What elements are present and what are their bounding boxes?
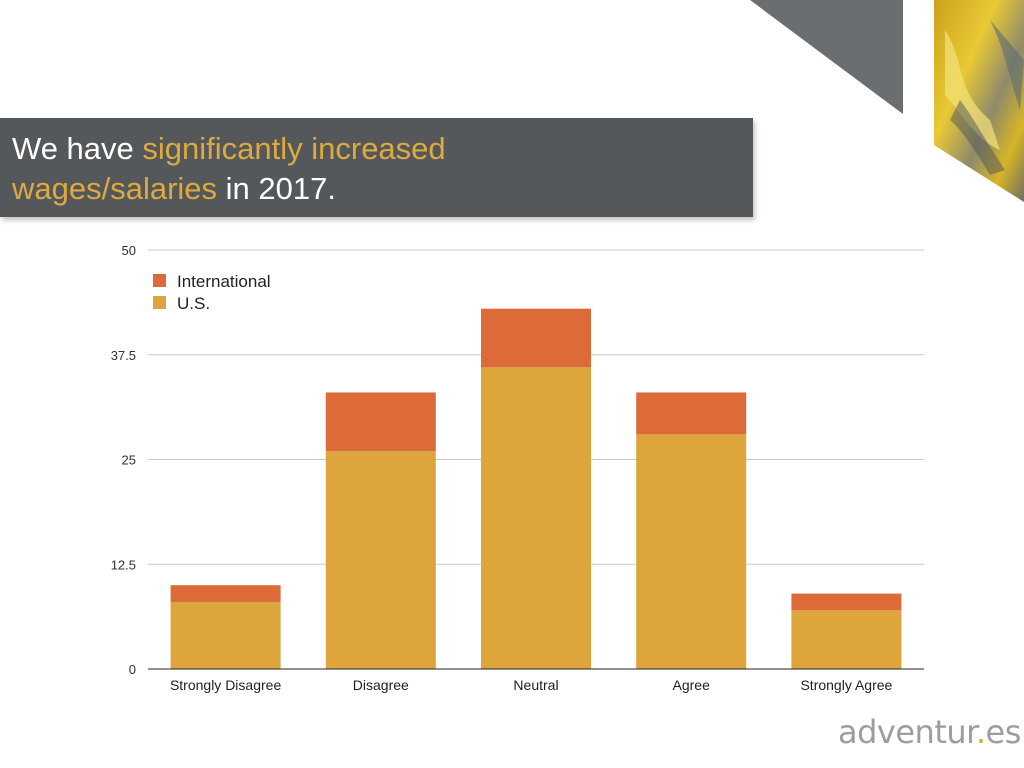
y-tick-label: 25 — [122, 453, 136, 468]
painting-image — [934, 0, 1024, 202]
gray-triangle-shape — [750, 0, 903, 114]
y-tick-label: 12.5 — [111, 557, 136, 572]
x-tick-label: Strongly Agree — [800, 677, 892, 693]
x-tick-label: Neutral — [513, 677, 558, 693]
bar-international-3 — [636, 392, 747, 435]
legend-label: International — [177, 272, 271, 291]
title-highlight-1: significantly increased — [142, 131, 446, 166]
x-tick-label: Disagree — [353, 677, 409, 693]
bar-u-s--4 — [791, 610, 902, 669]
title-part-1: We have — [12, 131, 143, 166]
y-tick-label: 37.5 — [111, 348, 136, 363]
title-part-2: in 2017. — [217, 171, 336, 206]
legend-swatch — [153, 296, 166, 309]
y-tick-label: 0 — [129, 662, 136, 677]
x-tick-label: Agree — [673, 677, 711, 693]
legend-swatch — [153, 274, 166, 287]
bar-international-2 — [481, 308, 591, 368]
bar-u-s--0 — [170, 601, 281, 669]
slide-title: We have significantly increased wages/sa… — [12, 129, 572, 209]
bar-international-0 — [170, 585, 281, 602]
bar-u-s--2 — [481, 367, 591, 669]
y-tick-label: 50 — [122, 243, 136, 258]
bar-international-1 — [325, 392, 436, 452]
brand-logo: adventur.es — [838, 713, 1021, 751]
title-band — [0, 118, 753, 217]
legend-label: U.S. — [177, 294, 210, 313]
bar-u-s--3 — [636, 434, 747, 669]
bar-international-4 — [791, 593, 902, 611]
title-highlight-2: wages/salaries — [12, 171, 218, 206]
bar-u-s--1 — [325, 451, 436, 669]
x-tick-label: Strongly Disagree — [170, 677, 281, 693]
